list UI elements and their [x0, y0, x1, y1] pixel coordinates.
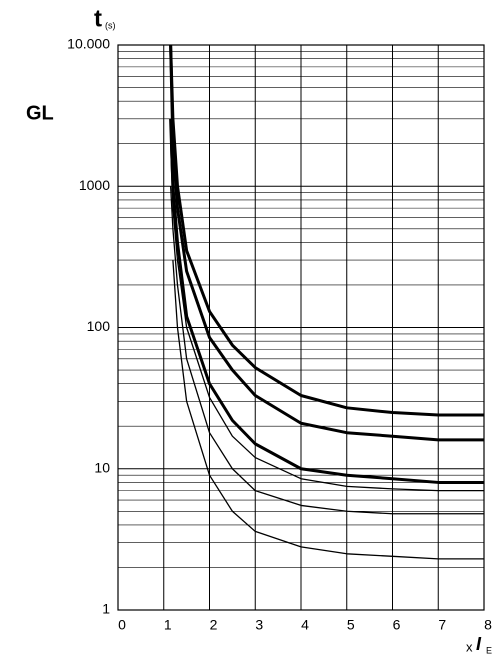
x-tick-label: 1: [164, 617, 172, 633]
x-axis-symbol: I: [476, 634, 482, 654]
curve: [172, 260, 484, 560]
x-tick-label: 8: [484, 617, 492, 633]
y-tick-label: 1: [102, 601, 110, 617]
y-tick-label: 1000: [79, 177, 110, 193]
x-axis-label: x: [466, 639, 473, 654]
plot-frame: [117, 44, 485, 611]
curve: [169, 118, 484, 484]
y-tick-label: 10.000: [67, 36, 110, 52]
x-tick-label: 3: [255, 617, 263, 633]
x-axis-symbol-sub: E: [486, 645, 492, 655]
curve: [169, 44, 484, 417]
curve: [169, 44, 484, 442]
x-tick-label: 6: [393, 617, 401, 633]
chart-title: GL: [26, 102, 54, 124]
x-tick-label: 2: [210, 617, 218, 633]
y-axis-label: t: [94, 5, 102, 32]
y-tick-label: 100: [87, 318, 111, 334]
x-tick-label: 7: [438, 617, 446, 633]
y-axis-label-unit: (s): [105, 20, 116, 30]
y-tick-label: 10: [94, 459, 110, 475]
x-tick-label: 4: [301, 617, 309, 633]
curve: [169, 143, 484, 492]
x-tick-label: 5: [347, 617, 355, 633]
x-tick-label: 0: [118, 617, 126, 633]
curve: [169, 186, 484, 515]
